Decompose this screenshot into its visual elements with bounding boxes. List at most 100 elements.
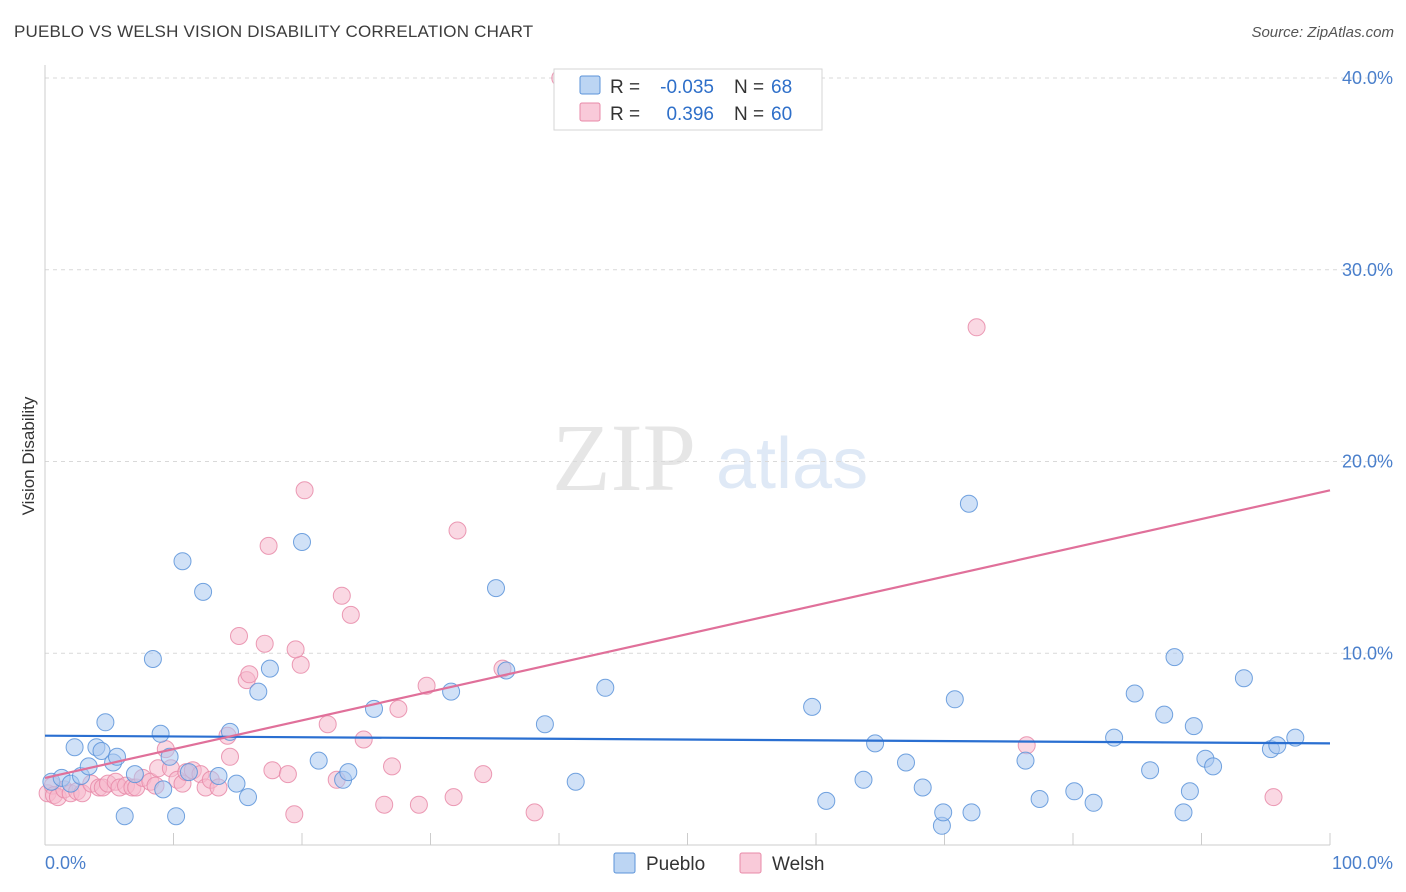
pueblo-point-53 (1105, 728, 1124, 747)
y-tick-label-40: 40.0% (1342, 68, 1393, 88)
welsh-point-58 (525, 803, 544, 822)
pueblo-point-30 (339, 763, 358, 782)
welsh-point-41 (291, 655, 310, 674)
pueblo-point-63 (1234, 669, 1253, 688)
trend-lines (44, 489, 1331, 779)
legend-n-label-welsh: N = (734, 104, 764, 125)
welsh-trend-line (44, 489, 1331, 779)
pueblo-point-56 (1155, 705, 1174, 724)
welsh-point-42 (286, 640, 305, 659)
pueblo-point-13 (143, 650, 162, 668)
pueblo-trend-line (44, 734, 1331, 745)
axes (44, 65, 1331, 846)
welsh-point-35 (240, 665, 259, 684)
pueblo-point-60 (1184, 717, 1203, 736)
pueblo-point-39 (817, 791, 836, 810)
pueblo-point-59 (1180, 782, 1199, 801)
welsh-point-53 (417, 676, 436, 695)
legend-n-value-pueblo: 68 (771, 77, 792, 98)
pueblo-point-24 (239, 788, 257, 807)
legend-swatch-welsh (579, 102, 601, 122)
source-label: Source: ZipAtlas.com (1251, 24, 1394, 41)
y-tick-label-10: 10.0% (1342, 643, 1393, 663)
pueblo-point-21 (209, 767, 228, 785)
pueblo-point-19 (179, 763, 198, 782)
pueblo-point-50 (1030, 790, 1049, 808)
pueblo-point-41 (866, 734, 885, 753)
pueblo-point-14 (151, 724, 170, 743)
pueblo-point-43 (913, 778, 932, 797)
tick-labels: 10.0% 20.0% 30.0% 40.0% 0.0% 100.0% (45, 68, 1393, 873)
legend-r-value-welsh: 0.396 (666, 104, 714, 125)
pueblo-point-25 (249, 682, 268, 701)
y-tick-label-30: 30.0% (1342, 260, 1393, 280)
welsh-point-40 (285, 805, 304, 824)
pueblo-point-45 (934, 803, 953, 822)
series-legend: Pueblo Welsh (613, 852, 824, 875)
grid-lines (45, 77, 1380, 654)
welsh-point-50 (383, 757, 401, 776)
welsh-point-33 (230, 627, 248, 645)
pueblo-point-62 (1204, 757, 1223, 776)
legend-r-value-pueblo: -0.035 (660, 77, 714, 98)
pueblo-point-16 (160, 747, 179, 766)
pueblo-point-12 (125, 765, 144, 784)
pueblo-point-55 (1141, 761, 1160, 780)
pueblo-point-15 (154, 780, 173, 799)
pueblo-points (42, 494, 1305, 835)
pueblo-point-49 (1016, 751, 1035, 770)
pueblo-point-33 (487, 579, 505, 598)
welsh-point-60 (967, 318, 986, 337)
pueblo-point-52 (1084, 793, 1103, 812)
welsh-point-51 (389, 699, 408, 718)
welsh-point-62 (1264, 788, 1283, 807)
chart-title: PUEBLO VS WELSH VISION DISABILITY CORREL… (14, 22, 534, 41)
pueblo-point-54 (1125, 684, 1144, 703)
legend-swatch-pueblo (579, 75, 601, 95)
welsh-point-46 (332, 586, 351, 605)
welsh-point-55 (448, 521, 467, 540)
pueblo-point-23 (227, 774, 246, 793)
pueblo-point-17 (167, 807, 186, 826)
legend-n-value-welsh: 60 (771, 104, 792, 125)
welsh-point-38 (263, 761, 282, 780)
watermark-zip: ZIP (552, 404, 696, 511)
pueblo-point-47 (959, 494, 978, 513)
pueblo-point-42 (897, 753, 915, 772)
pueblo-point-27 (293, 533, 311, 551)
welsh-point-52 (409, 795, 428, 814)
x-tick-label-min: 0.0% (45, 853, 86, 873)
pueblo-point-26 (260, 659, 279, 678)
bottom-legend-swatch-welsh (739, 852, 762, 874)
pueblo-point-20 (194, 582, 213, 601)
pueblo-point-8 (96, 713, 115, 732)
legend-r-label-welsh: R = (610, 104, 640, 125)
pueblo-point-57 (1165, 648, 1184, 667)
welsh-point-56 (474, 765, 493, 784)
pueblo-point-3 (65, 738, 84, 757)
legend-r-label-pueblo: R = (610, 77, 640, 98)
pueblo-point-46 (945, 690, 964, 709)
welsh-point-48 (354, 730, 373, 749)
welsh-point-37 (259, 536, 278, 555)
pueblo-point-66 (1286, 728, 1305, 747)
welsh-point-47 (341, 605, 360, 624)
welsh-point-36 (255, 634, 274, 653)
welsh-point-49 (375, 795, 394, 814)
welsh-point-43 (295, 481, 314, 500)
welsh-point-44 (318, 715, 337, 734)
stats-legend: R = -0.035 N = 68 R = 0.396 N = 60 (553, 68, 823, 131)
pueblo-point-51 (1065, 782, 1084, 801)
pueblo-point-28 (309, 751, 328, 770)
pueblo-point-58 (1174, 803, 1193, 822)
pueblo-point-7 (92, 742, 111, 760)
watermark-atlas: atlas (716, 424, 868, 504)
welsh-point-32 (221, 747, 239, 766)
pueblo-point-65 (1268, 736, 1287, 755)
bottom-legend-label-welsh: Welsh (772, 854, 824, 875)
bottom-legend-label-pueblo: Pueblo (646, 854, 705, 875)
pueblo-point-35 (535, 715, 554, 734)
pueblo-point-38 (803, 697, 822, 716)
welsh-point-54 (444, 788, 463, 807)
